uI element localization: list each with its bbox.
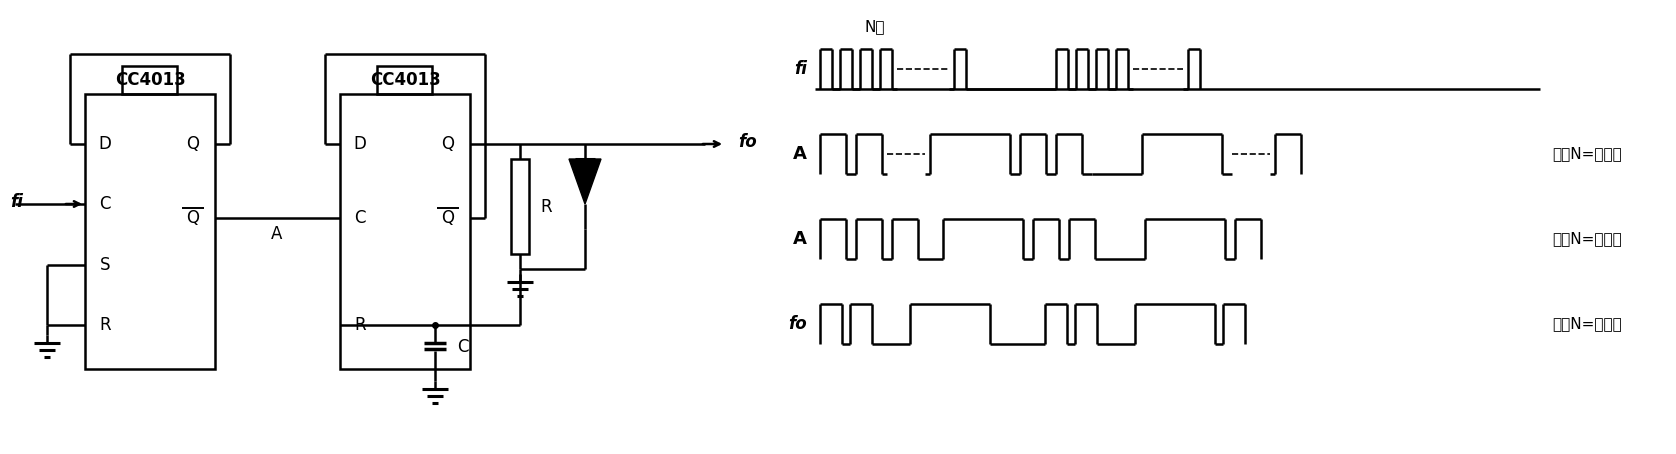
Polygon shape	[568, 159, 602, 204]
Text: fi: fi	[10, 193, 23, 211]
Text: CC4013: CC4013	[370, 71, 441, 89]
Text: Q: Q	[186, 209, 199, 227]
Text: R: R	[354, 316, 365, 334]
Text: Q: Q	[441, 135, 454, 153]
Text: N个: N个	[865, 20, 885, 35]
Text: fo: fo	[788, 315, 808, 333]
Text: A: A	[272, 225, 283, 243]
Text: CC4013: CC4013	[114, 71, 186, 89]
Text: A: A	[793, 145, 808, 163]
Text: C: C	[354, 209, 365, 227]
Text: D: D	[354, 135, 367, 153]
Text: D: D	[99, 135, 111, 153]
Bar	[85, 94, 215, 369]
Bar	[511, 159, 530, 254]
Text: R: R	[99, 316, 111, 334]
Text: fi: fi	[794, 60, 808, 78]
Text: R: R	[540, 198, 551, 216]
Bar	[340, 94, 469, 369]
Text: S: S	[101, 256, 111, 274]
Text: Q: Q	[186, 135, 199, 153]
Text: A: A	[793, 230, 808, 248]
Text: （当N=奇数）: （当N=奇数）	[1552, 147, 1622, 162]
Text: （当N=偶数）: （当N=偶数）	[1552, 232, 1622, 247]
Text: Q: Q	[441, 209, 454, 227]
Bar	[377, 66, 432, 94]
Bar	[122, 66, 178, 94]
Text: C: C	[458, 338, 469, 356]
Text: C: C	[99, 195, 111, 213]
Text: fo: fo	[737, 133, 756, 151]
Text: （当N=奇数）: （当N=奇数）	[1552, 316, 1622, 331]
